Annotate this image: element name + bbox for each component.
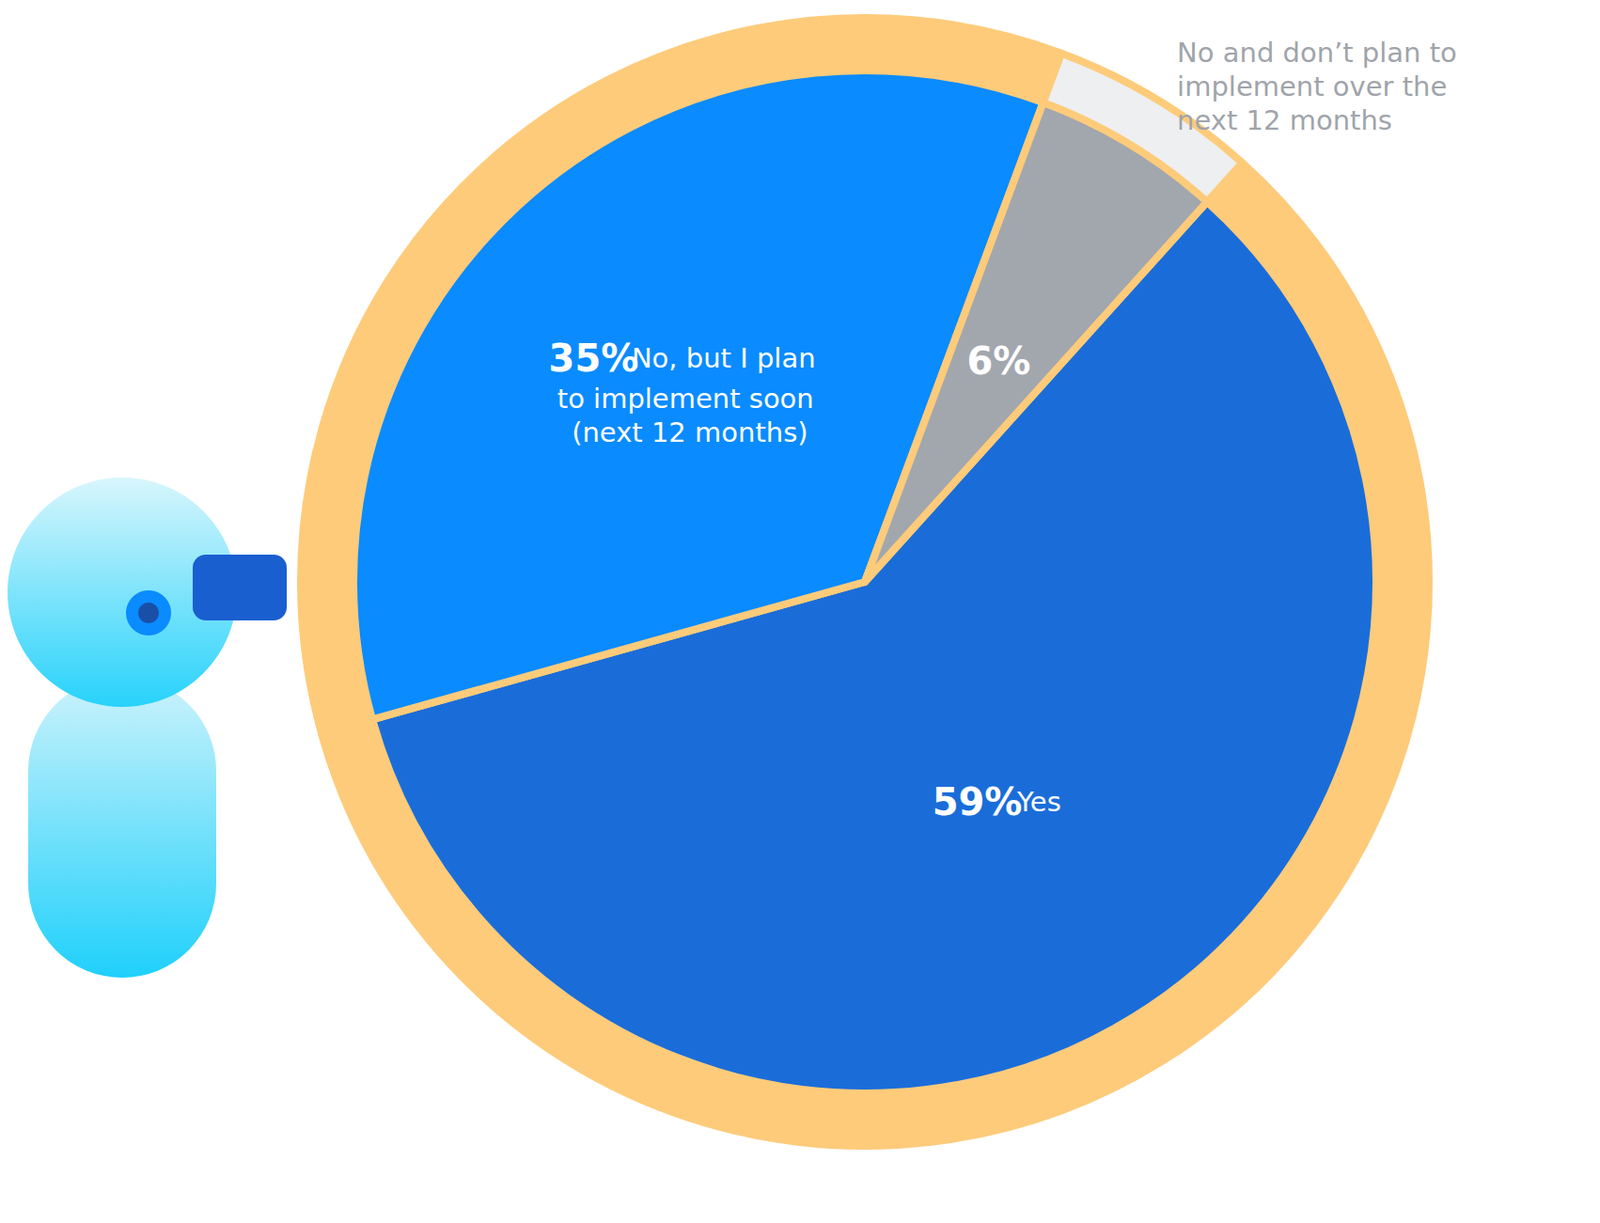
svg-text:59%: 59%	[932, 780, 1023, 824]
svg-text:No and don’t plan to: No and don’t plan to	[1176, 36, 1466, 69]
svg-text:35%: 35%	[549, 336, 640, 380]
svg-text:implement over the: implement over the	[1176, 70, 1456, 103]
svg-text:6%: 6%	[966, 339, 1031, 383]
svg-text:next 12 months: next 12 months	[1176, 104, 1393, 137]
svg-text:No, but I plan: No, but I plan	[631, 342, 825, 375]
svg-text:to implement soon: to implement soon	[557, 382, 823, 415]
svg-text:(next 12 months): (next 12 months)	[571, 416, 808, 449]
svg-text:Yes: Yes	[1016, 785, 1062, 818]
